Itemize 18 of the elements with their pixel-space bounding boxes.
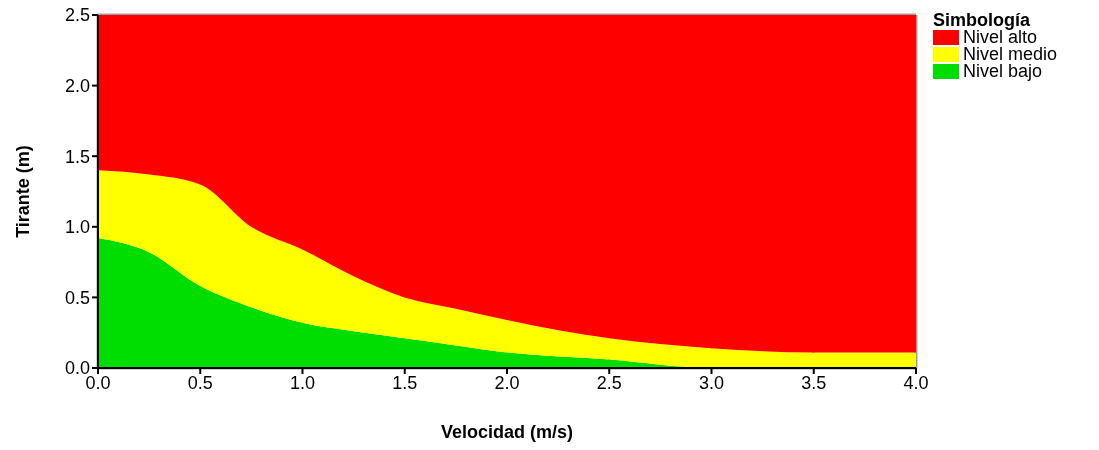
legend-label: Nivel medio xyxy=(963,44,1058,64)
x-tick-label: 4.0 xyxy=(903,372,929,393)
legend-label: Nivel bajo xyxy=(963,61,1043,81)
x-tick-label: 0.5 xyxy=(187,372,213,393)
y-tick-label: 2.0 xyxy=(64,75,90,96)
x-axis-title: Velocidad (m/s) xyxy=(440,422,574,442)
y-tick-label: 1.5 xyxy=(64,146,90,167)
x-tick-label: 2.5 xyxy=(596,372,622,393)
x-tick-label: 1.0 xyxy=(289,372,316,393)
y-axis-title: Tirante (m) xyxy=(13,145,34,238)
x-tick-label: 3.0 xyxy=(698,372,725,393)
y-tick-label: 2.5 xyxy=(64,5,90,26)
x-tick-label: 2.0 xyxy=(494,372,520,393)
legend-title: Simbología xyxy=(933,10,1031,30)
y-tick-label: 0.5 xyxy=(64,287,90,308)
x-tick-label: 1.5 xyxy=(392,372,418,393)
x-tick-label: 3.5 xyxy=(801,372,827,393)
y-tick-label: 1.0 xyxy=(64,217,90,238)
